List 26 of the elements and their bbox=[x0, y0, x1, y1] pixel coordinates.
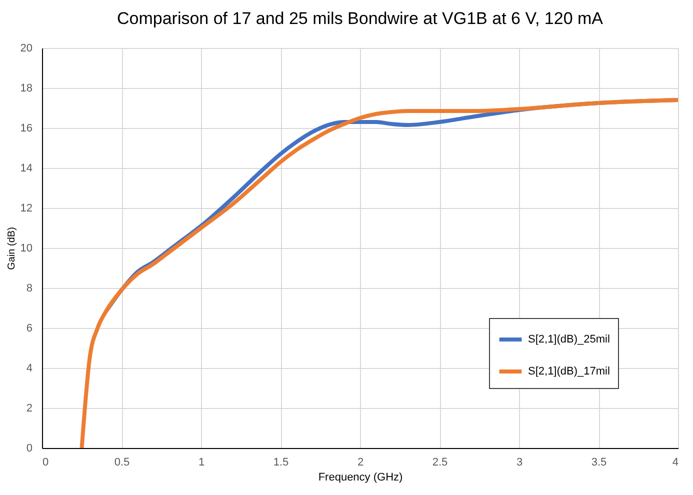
x-tick-label: 1 bbox=[198, 456, 205, 468]
line-series bbox=[80, 98, 680, 450]
y-tick-label: 2 bbox=[26, 402, 32, 414]
y-tick-label: 10 bbox=[20, 242, 32, 254]
x-tick-label: 0.5 bbox=[114, 456, 130, 468]
x-axis-title: Frequency (GHz) bbox=[318, 472, 403, 484]
y-tick-label: 4 bbox=[26, 362, 32, 374]
x-tick-label: 2 bbox=[357, 456, 364, 468]
x-tick-label: 1.5 bbox=[273, 456, 289, 468]
legend-label: S[2,1](dB)_17mil bbox=[528, 366, 610, 378]
y-tick-label: 12 bbox=[20, 202, 32, 214]
y-tick-label: 18 bbox=[20, 82, 32, 94]
x-tick-label: 4 bbox=[672, 456, 678, 468]
x-tick-label: 3 bbox=[516, 456, 523, 468]
x-tick-label: 0 bbox=[42, 456, 49, 468]
y-tick-label: 20 bbox=[20, 42, 32, 54]
legend-label: S[2,1](dB)_25mil bbox=[528, 334, 610, 346]
y-tick-label: 6 bbox=[26, 322, 32, 334]
y-tick-label: 14 bbox=[20, 162, 32, 174]
x-tick-label: 3.5 bbox=[591, 456, 607, 468]
y-axis-title: Gain (dB) bbox=[6, 227, 18, 270]
chart-title: Comparison of 17 and 25 mils Bondwire at VG1B at 6 V, 120 mA bbox=[116, 9, 604, 28]
x-tick-label: 2.5 bbox=[432, 456, 448, 468]
y-tick-label: 0 bbox=[26, 442, 32, 454]
y-tick-label: 8 bbox=[26, 282, 32, 294]
y-tick-label: 16 bbox=[20, 122, 32, 134]
